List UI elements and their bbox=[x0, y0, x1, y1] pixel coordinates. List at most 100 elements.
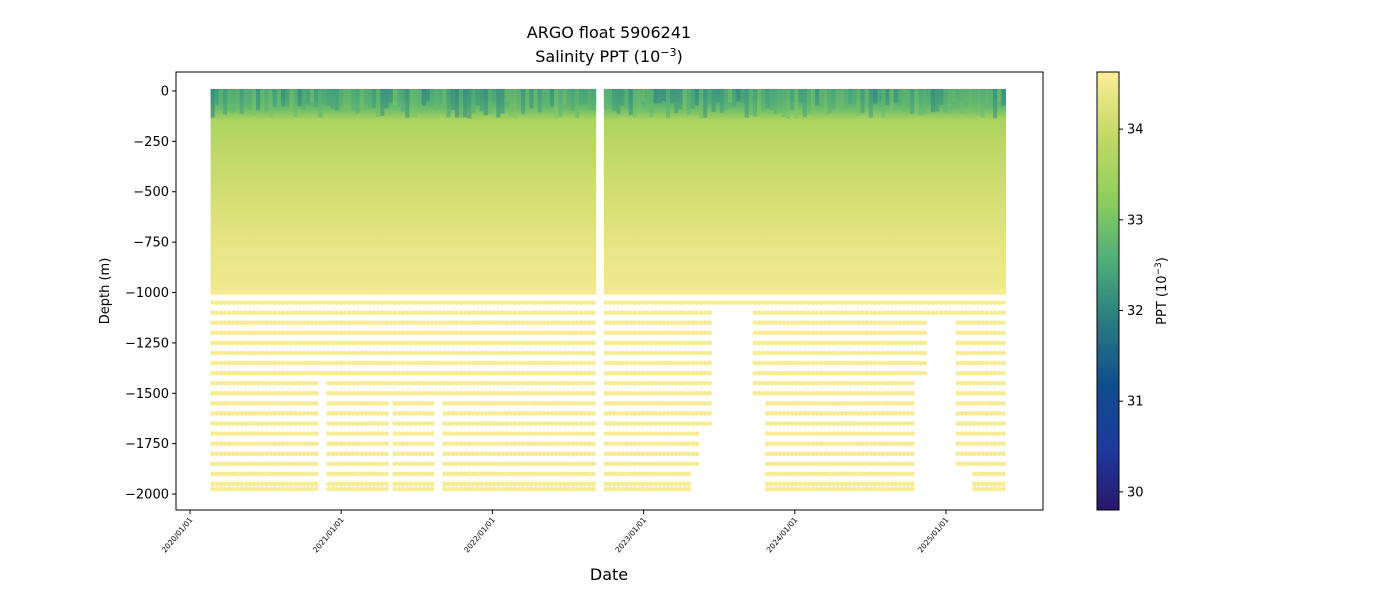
data-point bbox=[897, 320, 903, 326]
data-point bbox=[702, 300, 708, 305]
data-point bbox=[773, 400, 779, 406]
data-point bbox=[222, 350, 228, 356]
data-point bbox=[446, 290, 452, 295]
data-point bbox=[404, 350, 410, 356]
data-point bbox=[698, 310, 704, 316]
data-point bbox=[984, 330, 990, 336]
data-point bbox=[806, 360, 812, 366]
data-point bbox=[504, 411, 509, 416]
data-point bbox=[839, 370, 845, 376]
data-point bbox=[860, 310, 866, 316]
data-point bbox=[876, 486, 882, 492]
data-point bbox=[524, 451, 530, 457]
data-point bbox=[967, 300, 973, 305]
data-point bbox=[889, 400, 894, 406]
data-point bbox=[818, 451, 824, 457]
data-point bbox=[309, 431, 315, 437]
data-point bbox=[760, 350, 766, 356]
data-point bbox=[504, 330, 509, 336]
data-point bbox=[781, 441, 787, 447]
profile-column bbox=[628, 88, 634, 295]
data-point bbox=[893, 370, 899, 376]
data-point bbox=[657, 486, 663, 492]
data-point bbox=[856, 431, 861, 437]
data-point bbox=[586, 330, 592, 336]
data-point bbox=[980, 320, 986, 326]
data-point bbox=[781, 300, 787, 305]
data-point bbox=[582, 300, 588, 305]
data-point bbox=[798, 380, 803, 386]
data-point bbox=[210, 481, 216, 487]
data-point bbox=[864, 350, 870, 356]
data-point bbox=[909, 360, 915, 366]
data-point bbox=[620, 350, 625, 356]
data-point bbox=[827, 330, 832, 336]
data-point bbox=[864, 441, 870, 447]
data-point bbox=[769, 451, 774, 457]
data-point bbox=[669, 451, 675, 457]
data-point bbox=[566, 411, 572, 416]
data-point bbox=[243, 310, 249, 316]
data-point bbox=[976, 481, 981, 487]
data-point bbox=[417, 330, 423, 336]
data-point bbox=[984, 421, 990, 426]
data-point bbox=[971, 330, 977, 336]
data-point bbox=[214, 441, 220, 447]
data-point bbox=[558, 486, 563, 492]
data-point bbox=[897, 486, 903, 492]
data-point bbox=[462, 486, 468, 492]
data-point bbox=[297, 380, 303, 386]
data-point bbox=[752, 310, 758, 316]
data-point bbox=[578, 380, 584, 386]
data-point bbox=[963, 421, 969, 426]
data-point bbox=[280, 370, 286, 376]
data-point bbox=[259, 350, 265, 356]
data-point bbox=[450, 441, 456, 447]
data-point bbox=[553, 300, 559, 305]
data-point bbox=[520, 330, 526, 336]
data-point bbox=[574, 370, 580, 376]
profile-column bbox=[732, 88, 737, 295]
data-point bbox=[446, 411, 452, 416]
data-point bbox=[831, 350, 837, 356]
data-point bbox=[620, 486, 625, 492]
profile-column bbox=[554, 88, 559, 295]
data-point bbox=[541, 486, 547, 492]
data-point bbox=[454, 330, 460, 336]
data-point bbox=[475, 400, 481, 406]
data-point bbox=[450, 431, 456, 437]
data-point bbox=[686, 481, 692, 487]
data-point bbox=[607, 421, 613, 426]
data-point bbox=[288, 350, 294, 356]
data-point bbox=[214, 411, 220, 416]
surface-layer bbox=[252, 88, 257, 116]
data-point bbox=[322, 370, 327, 376]
data-point bbox=[570, 340, 576, 346]
data-point bbox=[603, 290, 609, 295]
data-point bbox=[682, 411, 687, 416]
data-point bbox=[872, 431, 878, 437]
data-point bbox=[578, 441, 584, 447]
data-point bbox=[359, 320, 365, 326]
data-point bbox=[686, 290, 692, 295]
data-point bbox=[210, 441, 216, 447]
data-point bbox=[462, 441, 468, 447]
data-point bbox=[487, 411, 493, 416]
data-point bbox=[305, 330, 311, 336]
data-point bbox=[802, 461, 808, 467]
data-point bbox=[346, 400, 352, 406]
data-point bbox=[889, 310, 894, 316]
data-point bbox=[835, 451, 841, 457]
data-point bbox=[905, 431, 911, 437]
data-point bbox=[632, 350, 638, 356]
data-point bbox=[272, 390, 278, 396]
surface-layer bbox=[367, 88, 373, 108]
surface-layer bbox=[516, 88, 522, 109]
data-point bbox=[624, 451, 630, 457]
data-point bbox=[338, 360, 344, 366]
data-point bbox=[475, 300, 481, 305]
data-point bbox=[586, 390, 592, 396]
data-point bbox=[586, 471, 592, 477]
surface-layer bbox=[347, 88, 352, 113]
data-point bbox=[905, 340, 911, 346]
